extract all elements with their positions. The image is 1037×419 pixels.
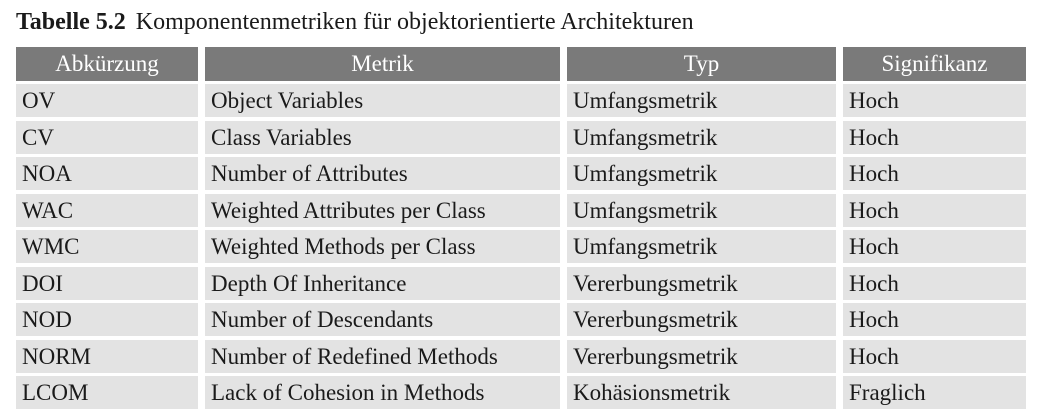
cell-significance: Hoch — [843, 339, 1026, 373]
cell-significance: Fraglich — [843, 376, 1026, 409]
table-title: Komponentenmetriken für objektorientiert… — [135, 9, 694, 35]
cell-significance: Hoch — [843, 120, 1026, 154]
cell-significance: Hoch — [843, 84, 1026, 117]
cell-abbreviation: LCOM — [16, 376, 198, 409]
column-header-metric: Metrik — [205, 47, 560, 81]
cell-type: Umfangsmetrik — [567, 193, 836, 227]
cell-metric: Number of Redefined Methods — [205, 339, 560, 373]
cell-metric: Object Variables — [205, 84, 560, 117]
cell-significance: Hoch — [843, 157, 1026, 190]
metrics-table: Abkürzung Metrik Typ Signifikanz OV Obje… — [16, 47, 1026, 413]
table-row: WMC Weighted Methods per Class Umfangsme… — [16, 230, 1026, 267]
cell-significance: Hoch — [843, 230, 1026, 263]
table-row: NORM Number of Redefined Methods Vererbu… — [16, 339, 1026, 377]
table-row: OV Object Variables Umfangsmetrik Hoch — [16, 84, 1026, 121]
cell-abbreviation: WAC — [16, 193, 198, 227]
table-number: Tabelle 5.2 — [16, 9, 126, 35]
cell-significance: Hoch — [843, 193, 1026, 227]
table-caption: Tabelle 5.2 Komponentenmetriken für objek… — [16, 7, 694, 37]
cell-significance: Hoch — [843, 303, 1026, 336]
cell-metric: Weighted Attributes per Class — [205, 193, 560, 227]
cell-metric: Depth Of Inheritance — [205, 266, 560, 300]
cell-type: Umfangsmetrik — [567, 230, 836, 263]
cell-type: Kohäsionsmetrik — [567, 376, 836, 409]
cell-metric: Lack of Cohesion in Methods — [205, 376, 560, 409]
cell-type: Umfangsmetrik — [567, 84, 836, 117]
cell-abbreviation: NOA — [16, 157, 198, 190]
cell-abbreviation: CV — [16, 120, 198, 154]
column-header-abbreviation: Abkürzung — [16, 47, 198, 81]
table-row: NOD Number of Descendants Vererbungsmetr… — [16, 303, 1026, 340]
cell-metric: Weighted Methods per Class — [205, 230, 560, 263]
table-row: LCOM Lack of Cohesion in Methods Kohäsio… — [16, 376, 1026, 413]
cell-abbreviation: NOD — [16, 303, 198, 336]
cell-metric: Class Variables — [205, 120, 560, 154]
cell-metric: Number of Attributes — [205, 157, 560, 190]
table-header-row: Abkürzung Metrik Typ Signifikanz — [16, 47, 1026, 81]
cell-metric: Number of Descendants — [205, 303, 560, 336]
cell-type: Vererbungsmetrik — [567, 266, 836, 300]
cell-abbreviation: NORM — [16, 339, 198, 373]
column-header-type: Typ — [567, 47, 836, 81]
cell-type: Vererbungsmetrik — [567, 339, 836, 373]
cell-abbreviation: WMC — [16, 230, 198, 263]
table-row: DOI Depth Of Inheritance Vererbungsmetri… — [16, 266, 1026, 304]
cell-significance: Hoch — [843, 266, 1026, 300]
cell-type: Umfangsmetrik — [567, 120, 836, 154]
cell-type: Umfangsmetrik — [567, 157, 836, 190]
cell-abbreviation: OV — [16, 84, 198, 117]
cell-abbreviation: DOI — [16, 266, 198, 300]
table-row: CV Class Variables Umfangsmetrik Hoch — [16, 120, 1026, 158]
table-row: WAC Weighted Attributes per Class Umfang… — [16, 193, 1026, 231]
column-header-significance: Signifikanz — [843, 47, 1026, 81]
table-row: NOA Number of Attributes Umfangsmetrik H… — [16, 157, 1026, 194]
cell-type: Vererbungsmetrik — [567, 303, 836, 336]
